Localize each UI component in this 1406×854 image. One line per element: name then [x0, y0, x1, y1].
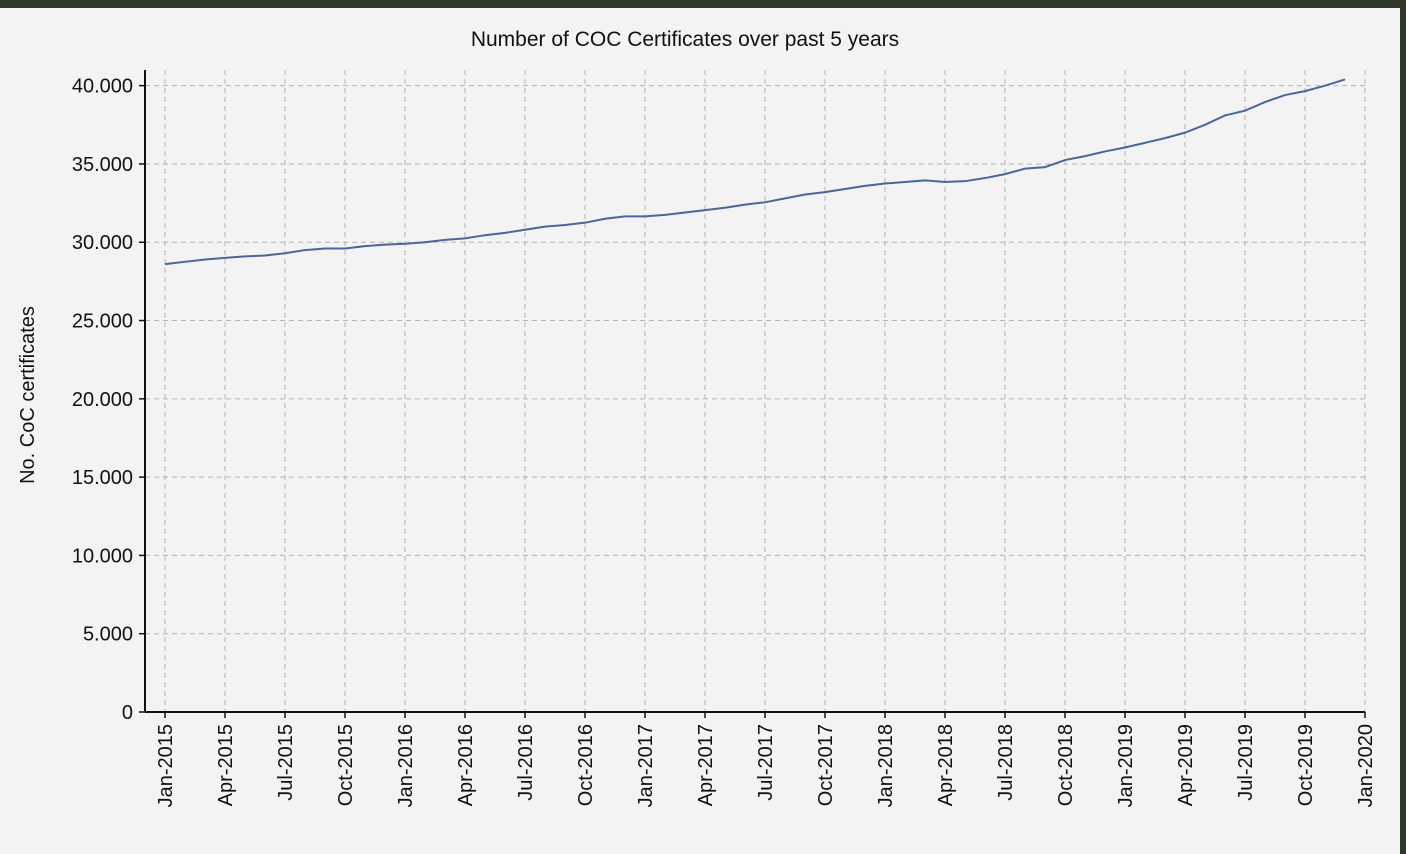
- x-tick-label: Apr-2017: [695, 724, 717, 806]
- y-tick-label: 10.000: [72, 545, 133, 567]
- x-tick-label: Jan-2019: [1115, 724, 1137, 807]
- y-tick-label: 30.000: [72, 232, 133, 254]
- x-tick-label: Jan-2020: [1355, 724, 1377, 807]
- x-tick-label: Apr-2019: [1175, 724, 1197, 806]
- x-tick-label: Jul-2016: [515, 724, 537, 801]
- y-tick-label: 35.000: [72, 154, 133, 176]
- y-tick-label: 15.000: [72, 467, 133, 489]
- x-tick-label: Apr-2016: [455, 724, 477, 806]
- x-tick-label: Oct-2019: [1295, 724, 1317, 806]
- x-tick-label: Apr-2015: [215, 724, 237, 806]
- x-tick-label: Jan-2015: [155, 724, 177, 807]
- x-tick-label: Jan-2018: [875, 724, 897, 807]
- y-tick-label: 20.000: [72, 389, 133, 411]
- y-tick-label: 25.000: [72, 311, 133, 333]
- data-line: [164, 78, 1346, 266]
- chart-title: Number of COC Certificates over past 5 y…: [471, 28, 899, 51]
- x-tick-label: Jan-2017: [635, 724, 657, 807]
- x-tick-label: Jul-2017: [755, 724, 777, 801]
- y-tick-label: 0: [122, 702, 133, 724]
- y-tick-label: 40.000: [72, 76, 133, 98]
- x-tick-label: Jan-2016: [395, 724, 417, 807]
- x-tick-label: Jul-2018: [995, 724, 1017, 801]
- x-tick-label: Oct-2016: [575, 724, 597, 806]
- y-tick-label: 5.000: [83, 624, 133, 646]
- x-tick-label: Jul-2019: [1235, 724, 1257, 801]
- y-axis-label: No. CoC certificates: [17, 306, 39, 484]
- x-tick-label: Jul-2015: [275, 724, 297, 801]
- x-tick-label: Oct-2015: [335, 724, 357, 806]
- x-tick-label: Apr-2018: [935, 724, 957, 806]
- x-tick-label: Oct-2017: [815, 724, 837, 806]
- x-tick-label: Oct-2018: [1055, 724, 1077, 806]
